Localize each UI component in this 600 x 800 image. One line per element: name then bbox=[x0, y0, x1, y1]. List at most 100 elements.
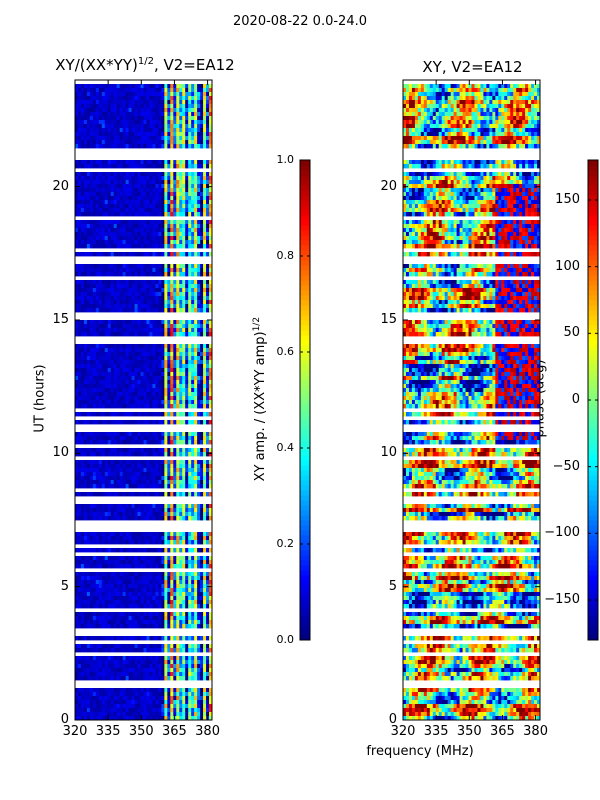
heat-cell bbox=[158, 320, 162, 325]
heat-cell bbox=[149, 132, 153, 137]
heat-cell bbox=[170, 404, 174, 409]
heat-cell bbox=[86, 616, 91, 621]
heat-cell bbox=[176, 612, 180, 617]
heat-cell bbox=[125, 580, 130, 585]
heat-cell bbox=[200, 140, 204, 145]
heat-cell bbox=[182, 584, 186, 589]
heat-cell bbox=[167, 144, 171, 149]
heat-cell bbox=[86, 120, 91, 125]
heat-cell bbox=[110, 204, 115, 209]
heat-cell bbox=[140, 572, 144, 577]
heat-cell bbox=[194, 540, 198, 545]
heat-cell bbox=[170, 452, 174, 457]
heat-cell bbox=[95, 356, 100, 361]
heat-cell bbox=[155, 604, 159, 609]
heat-cell bbox=[185, 172, 189, 177]
heat-cell bbox=[101, 84, 106, 89]
heat-cell bbox=[119, 464, 124, 469]
heat-cell bbox=[146, 432, 150, 437]
heat-cell bbox=[203, 88, 207, 93]
heat-cell bbox=[182, 228, 186, 233]
heat-cell bbox=[128, 200, 132, 205]
heat-cell bbox=[149, 516, 153, 521]
heat-cell bbox=[191, 352, 195, 357]
heat-cell bbox=[104, 612, 109, 617]
heat-cell bbox=[149, 584, 153, 589]
heat-cell bbox=[134, 164, 138, 169]
heat-cell bbox=[188, 372, 192, 377]
heat-cell bbox=[122, 88, 127, 93]
heat-cell bbox=[83, 504, 88, 509]
heat-cell bbox=[149, 188, 153, 193]
heat-cell bbox=[203, 368, 207, 373]
heat-cell bbox=[200, 556, 204, 561]
heat-cell bbox=[191, 600, 195, 605]
heat-cell bbox=[119, 616, 124, 621]
heat-cell bbox=[161, 288, 165, 293]
heat-cell bbox=[95, 448, 100, 453]
heat-cell bbox=[188, 620, 192, 625]
heat-cell bbox=[146, 564, 150, 569]
heat-cell bbox=[131, 556, 135, 561]
heat-cell bbox=[164, 536, 168, 541]
heat-cell bbox=[86, 284, 91, 289]
heat-cell bbox=[92, 92, 97, 97]
heat-cell bbox=[152, 200, 156, 205]
heat-cell bbox=[101, 140, 106, 145]
heat-cell bbox=[209, 128, 213, 133]
heat-cell bbox=[137, 104, 141, 109]
heat-cell bbox=[164, 116, 168, 121]
heat-cell bbox=[131, 372, 135, 377]
heat-cell bbox=[86, 636, 91, 641]
heat-cell bbox=[197, 460, 201, 465]
heat-cell bbox=[149, 212, 153, 217]
heat-cell bbox=[167, 400, 171, 405]
heat-cell bbox=[98, 92, 103, 97]
heat-cell bbox=[75, 532, 79, 537]
heat-cell bbox=[134, 576, 138, 581]
heat-cell bbox=[101, 588, 106, 593]
heat-cell bbox=[143, 492, 147, 497]
heat-cell bbox=[209, 288, 213, 293]
heat-cell bbox=[101, 536, 106, 541]
heat-cell bbox=[176, 480, 180, 485]
heat-cell bbox=[179, 128, 183, 133]
heat-cell bbox=[113, 300, 118, 305]
heat-cell bbox=[140, 212, 144, 217]
heat-cell bbox=[176, 160, 180, 165]
heat-cell bbox=[173, 504, 177, 509]
heat-cell bbox=[194, 504, 198, 509]
heat-cell bbox=[200, 588, 204, 593]
heat-cell bbox=[149, 96, 153, 101]
heat-cell bbox=[128, 124, 132, 129]
heat-cell bbox=[143, 88, 147, 93]
heat-cell bbox=[92, 268, 97, 273]
heat-cell bbox=[113, 252, 118, 257]
heat-cell bbox=[188, 476, 192, 481]
heat-cell bbox=[122, 160, 127, 165]
heat-cell bbox=[143, 220, 147, 225]
heat-cell bbox=[176, 120, 180, 125]
heat-cell bbox=[164, 396, 168, 401]
heat-cell bbox=[107, 532, 112, 537]
heat-cell bbox=[191, 160, 195, 165]
heat-cell bbox=[149, 240, 153, 245]
heat-cell bbox=[83, 268, 88, 273]
heat-cell bbox=[116, 384, 121, 389]
heat-cell bbox=[155, 636, 159, 641]
heat-cell bbox=[98, 464, 103, 469]
heat-cell bbox=[134, 380, 138, 385]
heat-cell bbox=[188, 164, 192, 169]
heat-cell bbox=[197, 360, 201, 365]
heat-cell bbox=[206, 252, 210, 257]
heat-cell bbox=[173, 348, 177, 353]
heat-cell bbox=[167, 108, 171, 113]
heat-cell bbox=[75, 160, 79, 165]
heat-cell bbox=[182, 300, 186, 305]
heat-cell bbox=[209, 376, 213, 381]
heat-cell bbox=[116, 348, 121, 353]
heat-cell bbox=[140, 600, 144, 605]
heat-cell bbox=[110, 460, 115, 465]
heat-cell bbox=[125, 476, 130, 481]
heat-cell bbox=[122, 636, 127, 641]
